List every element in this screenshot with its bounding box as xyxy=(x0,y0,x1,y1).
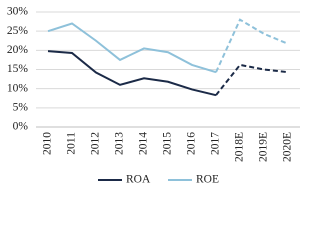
x-tick-label: 2010 xyxy=(42,132,54,155)
y-tick-label: 0% xyxy=(13,121,29,133)
x-tick-label: 2013 xyxy=(114,132,126,155)
chart: 0% 5% 10% 15% 20% 25% 30% 2010 2011 2012 2013 2014 2… xyxy=(7,6,300,186)
x-tick-label: 2012 xyxy=(90,132,102,155)
y-tick-label: 20% xyxy=(7,44,29,56)
x-tick-label: 2018E xyxy=(234,132,246,162)
legend-label: ROA xyxy=(126,174,151,186)
y-tick-label: 25% xyxy=(7,25,29,37)
y-tick-label: 30% xyxy=(7,6,29,18)
x-tick-label: 2020E xyxy=(282,132,294,162)
y-tick-label: 15% xyxy=(7,63,29,75)
x-tick-label: 2017 xyxy=(210,132,222,155)
series-line xyxy=(47,50,217,97)
series-line xyxy=(215,63,289,96)
x-tick-label: 2011 xyxy=(66,132,78,155)
legend-label: ROE xyxy=(196,174,219,186)
y-tick-label: 10% xyxy=(7,82,29,94)
x-tick-label: 2019E xyxy=(258,132,270,162)
series-line xyxy=(47,22,217,74)
y-tick-label: 5% xyxy=(13,101,29,113)
series-line xyxy=(215,18,289,73)
x-tick-label: 2014 xyxy=(138,132,150,155)
x-tick-label: 2015 xyxy=(162,132,174,155)
x-tick-label: 2016 xyxy=(186,132,198,155)
